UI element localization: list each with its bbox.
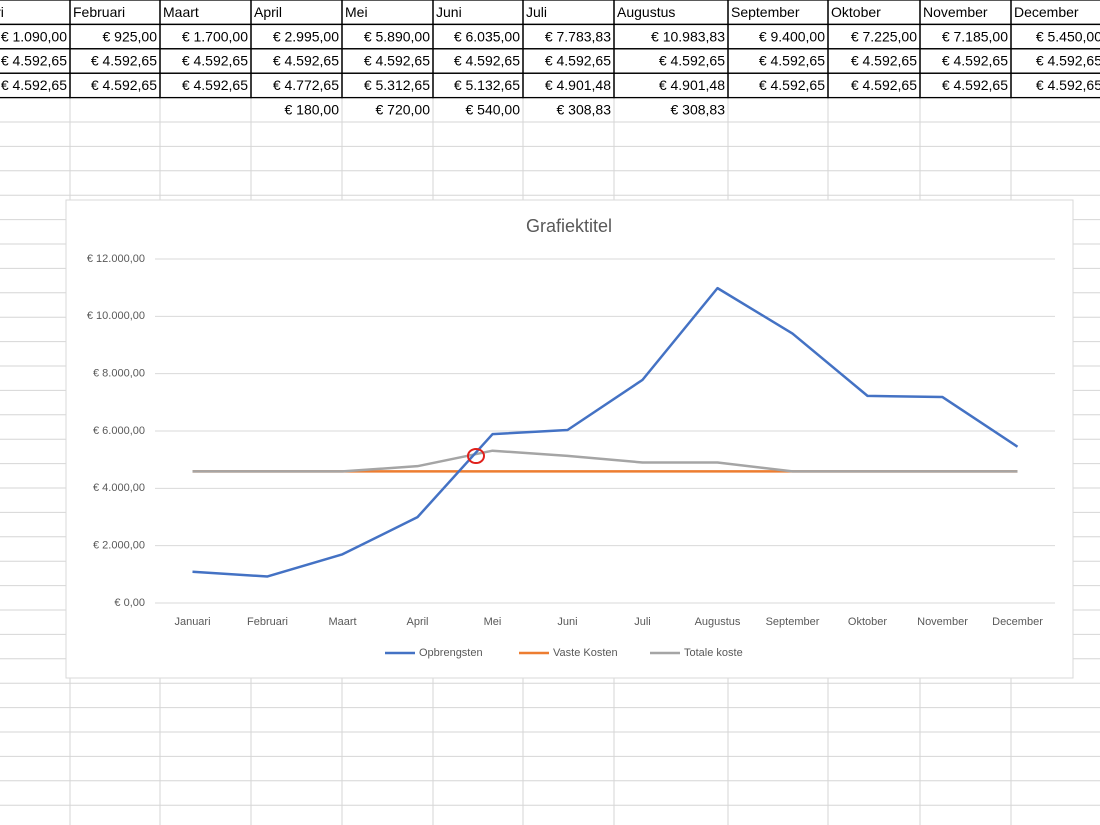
chart: € 0,00 € 2.000,00 € 4.000,00 € 6.000,00 € 8.… xyxy=(87,253,1055,659)
value-cell: € 1.090,00 xyxy=(1,28,67,44)
value-cell: € 6.035,00 xyxy=(454,28,520,44)
chart-area[interactable] xyxy=(65,199,1074,679)
value-cell: € 4.592,65 xyxy=(942,53,1008,69)
y-tick-label: € 0,00 xyxy=(114,597,145,609)
value-cell: € 7.783,83 xyxy=(545,28,611,44)
table-cell xyxy=(0,0,71,26)
y-tick-label: € 10.000,00 xyxy=(87,310,145,322)
value-cell: € 4.592,65 xyxy=(1,77,67,93)
value-cell: € 4.901,48 xyxy=(659,77,725,93)
series-line xyxy=(192,286,1019,578)
value-cell: € 4.592,65 xyxy=(1,53,67,69)
x-tick-label: Augustus xyxy=(695,616,741,628)
table-cell xyxy=(1010,72,1100,99)
header-cell: Mei xyxy=(345,4,368,20)
value-cell: € 4.592,65 xyxy=(851,77,917,93)
value-cell: € 7.225,00 xyxy=(851,28,917,44)
legend-label: Totale koste xyxy=(684,647,743,659)
value-cell: € 4.592,65 xyxy=(1036,53,1100,69)
value-cell: € 5.890,00 xyxy=(364,28,430,44)
value-cell: € 4.592,65 xyxy=(182,53,248,69)
value-cell: € 4.592,65 xyxy=(759,77,825,93)
y-tick-label: € 6.000,00 xyxy=(93,425,145,437)
value-cell: € 7.185,00 xyxy=(942,28,1008,44)
header-cell: Februari xyxy=(73,4,125,20)
value-cell: € 10.983,83 xyxy=(651,28,725,44)
x-tick-label: Mei xyxy=(484,616,502,628)
x-tick-label: November xyxy=(917,616,968,628)
chart-title: Grafiektitel xyxy=(526,216,612,236)
header-cell: April xyxy=(254,4,282,20)
value-cell: € 4.772,65 xyxy=(273,77,339,93)
header-cell: Maart xyxy=(163,4,199,20)
x-tick-label: Oktober xyxy=(848,616,887,628)
header-cell: Augustus xyxy=(617,4,675,20)
value-cell: € 5.450,00 xyxy=(1036,28,1100,44)
value-cell: € 720,00 xyxy=(376,102,431,118)
value-cell: € 4.592,65 xyxy=(942,77,1008,93)
value-cell: € 4.592,65 xyxy=(364,53,430,69)
y-tick-label: € 12.000,00 xyxy=(87,253,145,265)
x-tick-label: September xyxy=(766,616,820,628)
value-cell: € 5.312,65 xyxy=(364,77,430,93)
header-cell: November xyxy=(923,4,988,20)
x-tick-label: Juli xyxy=(634,616,651,628)
y-tick-label: € 8.000,00 xyxy=(93,368,145,380)
legend-label: Opbrengsten xyxy=(419,647,483,659)
value-cell: € 2.995,00 xyxy=(273,28,339,44)
value-cell: € 9.400,00 xyxy=(759,28,825,44)
value-cell: € 308,83 xyxy=(557,102,612,118)
series-line xyxy=(192,449,1018,473)
value-cell: € 4.592,65 xyxy=(759,53,825,69)
x-tick-label: Februari xyxy=(247,616,288,628)
x-tick-label: Januari xyxy=(174,616,210,628)
header-cell: September xyxy=(731,4,800,20)
header-cell: Januari xyxy=(0,4,4,20)
value-cell: € 4.592,65 xyxy=(91,77,157,93)
header-cell: December xyxy=(1014,4,1079,20)
value-cell: € 4.592,65 xyxy=(1036,77,1100,93)
value-cell: € 4.592,65 xyxy=(182,77,248,93)
y-tick-label: € 4.000,00 xyxy=(93,482,145,494)
value-cell: € 4.592,65 xyxy=(545,53,611,69)
legend-label: Vaste Kosten xyxy=(553,647,618,659)
x-tick-label: April xyxy=(406,616,428,628)
value-cell: € 4.901,48 xyxy=(545,77,611,93)
value-cell: € 540,00 xyxy=(466,102,521,118)
value-cell: € 308,83 xyxy=(671,102,726,118)
header-cell: Juni xyxy=(436,4,462,20)
value-cell: € 4.592,65 xyxy=(91,53,157,69)
annotation-circle xyxy=(467,448,485,464)
x-tick-label: December xyxy=(992,616,1043,628)
value-cell: € 925,00 xyxy=(103,28,158,44)
y-tick-label: € 2.000,00 xyxy=(93,540,145,552)
value-cell: € 4.592,65 xyxy=(851,53,917,69)
value-cell: € 4.592,65 xyxy=(454,53,520,69)
value-cell: € 4.592,65 xyxy=(659,53,725,69)
value-cell: € 180,00 xyxy=(285,102,340,118)
table: Januari Februari Maart April Mei Juni Juli Augu… xyxy=(0,0,1100,118)
header-cell: Oktober xyxy=(831,4,881,20)
value-cell: € 1.700,00 xyxy=(182,28,248,44)
x-tick-label: Maart xyxy=(328,616,356,628)
value-cell: € 5.132,65 xyxy=(454,77,520,93)
x-tick-label: Juni xyxy=(557,616,577,628)
value-cell: € 4.592,65 xyxy=(273,53,339,69)
header-cell: Juli xyxy=(526,4,547,20)
